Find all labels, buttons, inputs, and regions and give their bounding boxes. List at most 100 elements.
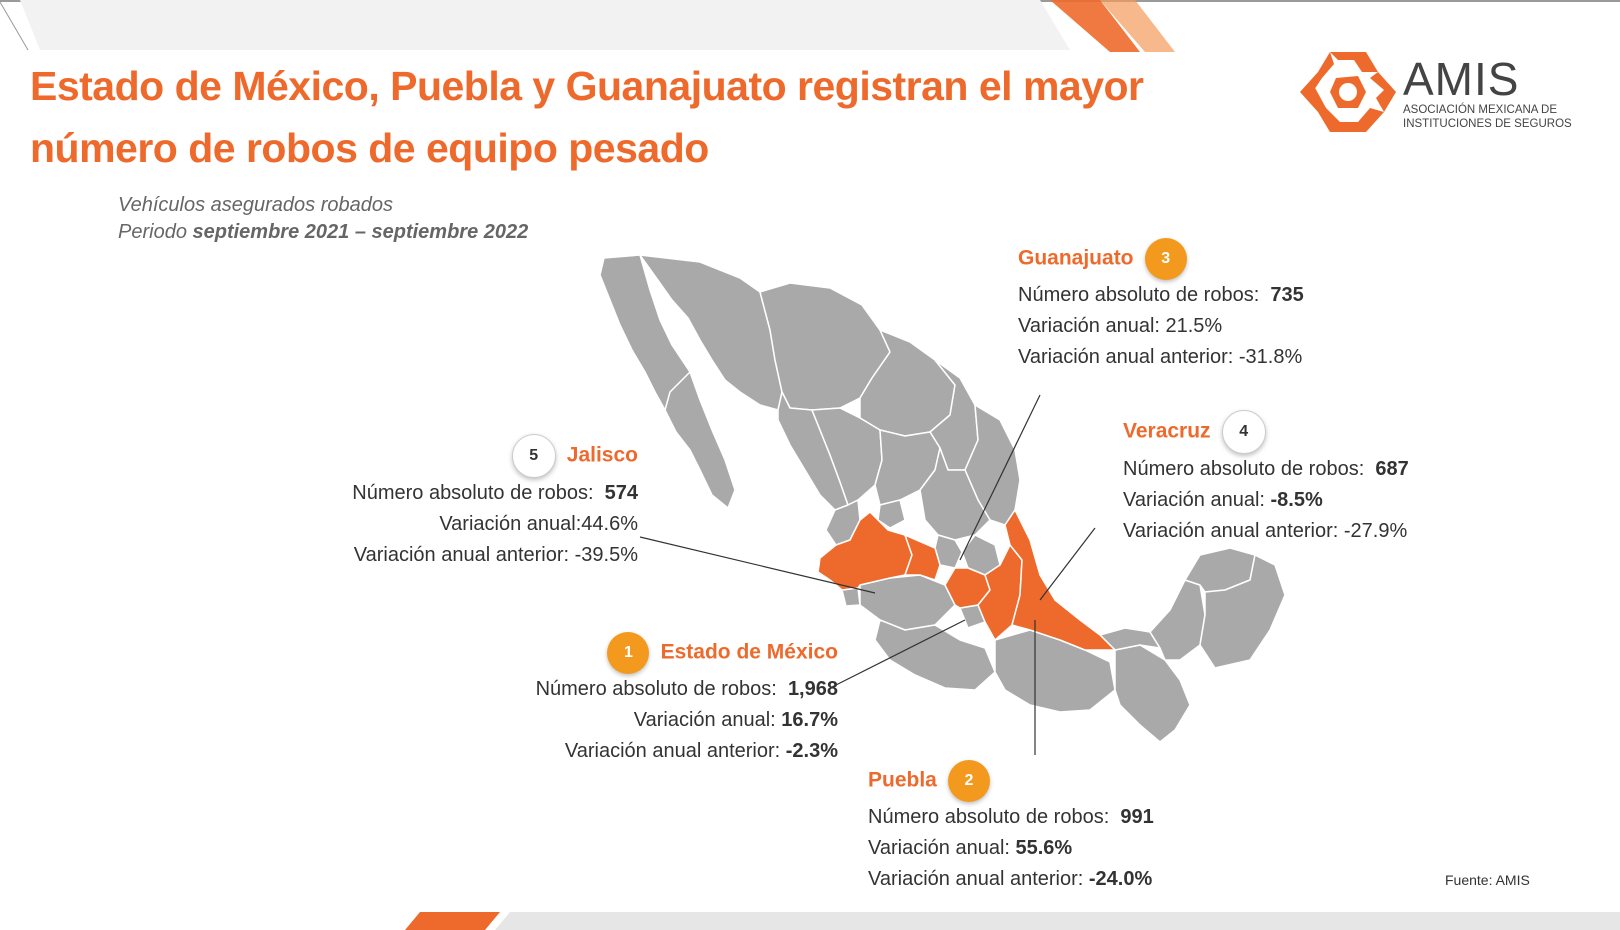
bottom-gray-band <box>495 912 1620 930</box>
source-note: Fuente: AMIS <box>1445 872 1530 888</box>
var-value: 44.6% <box>581 513 638 535</box>
state-name: Veracruz <box>1123 419 1211 443</box>
map-baja-california-sur <box>664 371 736 509</box>
rank-badge: 3 <box>1144 238 1187 280</box>
bottom-orange-stripe <box>405 912 500 930</box>
prev-label: Variación anual anterior: <box>868 868 1089 890</box>
rank-badge: 2 <box>947 760 990 802</box>
map-veracruz-highlight <box>1004 509 1116 651</box>
prev-label: Variación anual anterior: <box>564 740 786 762</box>
var-label: Variación anual: <box>633 709 782 731</box>
variacion-anterior: Variación anual anterior: -39.5% <box>290 540 638 571</box>
variacion-anual: Variación anual: 16.7% <box>440 705 838 736</box>
var-value: -8.5% <box>1270 489 1323 511</box>
leader-edomex <box>829 619 966 689</box>
state-header: Guanajuato 3 <box>1018 238 1304 280</box>
state-card-estado-de-mexico: 1 Estado de México Número absoluto de ro… <box>440 632 838 767</box>
map-aguascalientes <box>877 499 906 529</box>
state-header: 1 Estado de México <box>440 632 838 674</box>
top-diagonal <box>0 1 29 51</box>
prev-value: -24.0% <box>1088 868 1153 890</box>
variacion-anterior: Variación anual anterior: -27.9% <box>1123 516 1409 547</box>
top-orange-stripe <box>1050 0 1140 52</box>
state-name: Estado de México <box>660 640 838 664</box>
prev-label: Variación anual anterior: <box>1123 520 1344 542</box>
state-name: Guanajuato <box>1018 246 1134 270</box>
rank-badge: 5 <box>511 434 556 478</box>
map-chiapas <box>1114 644 1191 743</box>
abs-value: 991 <box>1120 806 1154 828</box>
var-label: Variación anual: <box>439 513 582 535</box>
abs-label: Número absoluto de robos: <box>535 678 777 700</box>
state-card-veracruz: Veracruz 4 Número absoluto de robos: 687… <box>1123 410 1409 547</box>
period-label: Periodo <box>118 221 193 243</box>
abs-label: Número absoluto de robos: <box>868 806 1110 828</box>
variacion-anterior: Variación anual anterior: -24.0% <box>868 864 1154 895</box>
state-name: Jalisco <box>566 443 638 467</box>
prev-value: -27.9% <box>1343 520 1408 542</box>
leader-guanajuato <box>959 394 1041 561</box>
map-jalisco-highlight <box>817 511 913 591</box>
rank-badge: 4 <box>1221 410 1266 454</box>
prev-value: -39.5% <box>574 544 638 566</box>
leader-veracruz <box>1039 527 1096 601</box>
page-title: Estado de México, Puebla y Guanajuato re… <box>30 63 1144 171</box>
variacion-anual: Variación anual: 21.5% <box>1018 311 1304 342</box>
logo-name: AMIS <box>1403 53 1520 105</box>
state-name: Puebla <box>868 768 937 792</box>
prev-value: -31.8% <box>1238 346 1303 368</box>
subtitle-line: Vehículos asegurados robados <box>118 194 393 216</box>
abs-label: Número absoluto de robos: <box>1018 284 1260 306</box>
state-header: Puebla 2 <box>868 760 1154 802</box>
top-orange-stripe-2 <box>1100 0 1175 52</box>
abs-value: 574 <box>604 482 638 504</box>
abs-robos: Número absoluto de robos: 735 <box>1018 280 1304 311</box>
logo-subtitle: Asociación Mexicana de Instituciones de … <box>1403 103 1572 131</box>
prev-label: Variación anual anterior: <box>353 544 575 566</box>
abs-label: Número absoluto de robos: <box>352 482 594 504</box>
map-colima <box>841 587 861 607</box>
prev-label: Variación anual anterior: <box>1018 346 1239 368</box>
map-guanajuato-highlight <box>904 534 941 581</box>
abs-value: 687 <box>1375 458 1409 480</box>
subtitle: Vehículos asegurados robados Periodo sep… <box>118 192 528 246</box>
logo-subtitle-line2: Instituciones de Seguros <box>1403 118 1572 130</box>
variacion-anual: Variación anual:44.6% <box>290 509 638 540</box>
state-card-jalisco: 5 Jalisco Número absoluto de robos: 574 … <box>290 434 638 571</box>
abs-robos: Número absoluto de robos: 687 <box>1123 454 1409 485</box>
var-label: Variación anual: <box>1123 489 1271 511</box>
var-value: 21.5% <box>1165 315 1223 337</box>
map-durango <box>811 407 883 506</box>
var-value: 55.6% <box>1015 837 1073 859</box>
amis-logo-icon <box>1300 52 1396 132</box>
map-sonora <box>639 254 783 411</box>
prev-value: -2.3% <box>785 740 838 762</box>
state-header: 5 Jalisco <box>290 434 638 478</box>
map-guerrero <box>874 619 996 691</box>
rank-badge: 1 <box>607 632 650 674</box>
map-san-luis-potosi <box>919 447 991 541</box>
abs-value: 735 <box>1270 284 1304 306</box>
abs-robos: Número absoluto de robos: 1,968 <box>440 674 838 705</box>
var-label: Variación anual: <box>1018 315 1166 337</box>
state-card-guanajuato: Guanajuato 3 Número absoluto de robos: 7… <box>1018 238 1304 373</box>
var-label: Variación anual: <box>868 837 1016 859</box>
abs-value: 1,968 <box>787 678 838 700</box>
variacion-anual: Variación anual: 55.6% <box>868 833 1154 864</box>
abs-robos: Número absoluto de robos: 991 <box>868 802 1154 833</box>
variacion-anual: Variación anual: -8.5% <box>1123 485 1409 516</box>
state-header: Veracruz 4 <box>1123 410 1409 454</box>
period-value: septiembre 2021 – septiembre 2022 <box>192 221 529 243</box>
leader-jalisco <box>639 536 876 594</box>
state-card-puebla: Puebla 2 Número absoluto de robos: 991 V… <box>868 760 1154 895</box>
abs-label: Número absoluto de robos: <box>1123 458 1365 480</box>
var-value: 16.7% <box>781 709 838 731</box>
logo-subtitle-line1: Asociación Mexicana de <box>1403 104 1558 116</box>
top-gray-band <box>20 0 1070 50</box>
map-michoacan <box>859 574 956 631</box>
variacion-anterior: Variación anual anterior: -2.3% <box>440 736 838 767</box>
abs-robos: Número absoluto de robos: 574 <box>290 478 638 509</box>
map-quintana-roo <box>1199 554 1286 669</box>
